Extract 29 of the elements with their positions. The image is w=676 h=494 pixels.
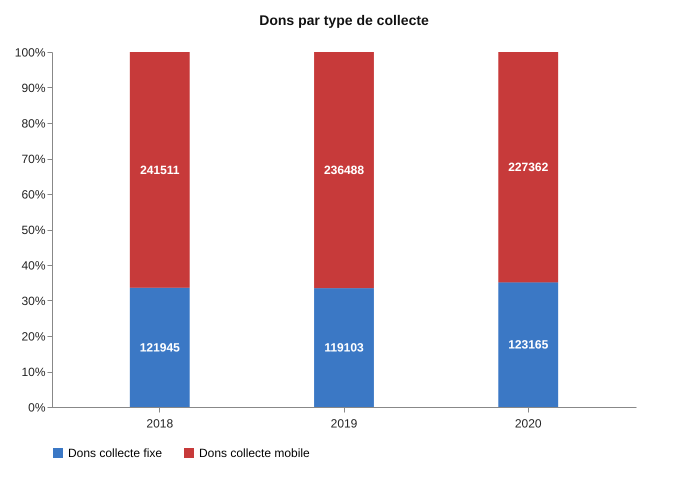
y-tick-label: 90% [21,81,46,95]
y-tick-label: 20% [21,330,46,344]
bar [314,52,374,288]
x-tick-label: 2020 [514,416,542,430]
y-tick-label: 40% [21,258,46,272]
y-tick-label: 0% [28,400,46,414]
bar [498,52,558,282]
y-tick-label: 50% [21,223,46,237]
y-tick-label: 60% [21,188,46,202]
x-tick-label: 2018 [146,416,174,430]
legend-label: Dons collecte mobile [199,446,310,460]
y-tick-label: 70% [21,152,46,166]
y-tick-label: 80% [21,116,46,130]
bar [130,52,190,288]
annotation: 123165 [508,338,549,352]
annotation: 241511 [140,162,180,177]
bar [498,282,558,407]
y-tick-label: 10% [21,365,46,379]
y-tick-label: 100% [14,46,46,60]
annotation: 119103 [324,340,364,355]
legend-label: Dons collecte fixe [68,446,162,460]
bar [314,288,374,407]
bar [130,288,190,407]
chart-title: Dons par type de collecte [259,12,430,28]
annotation: 227362 [508,160,549,174]
annotation: 236488 [324,163,364,178]
y-tick-label: 30% [21,294,46,308]
x-tick-label: 2019 [330,416,358,430]
annotation: 121945 [140,340,180,354]
